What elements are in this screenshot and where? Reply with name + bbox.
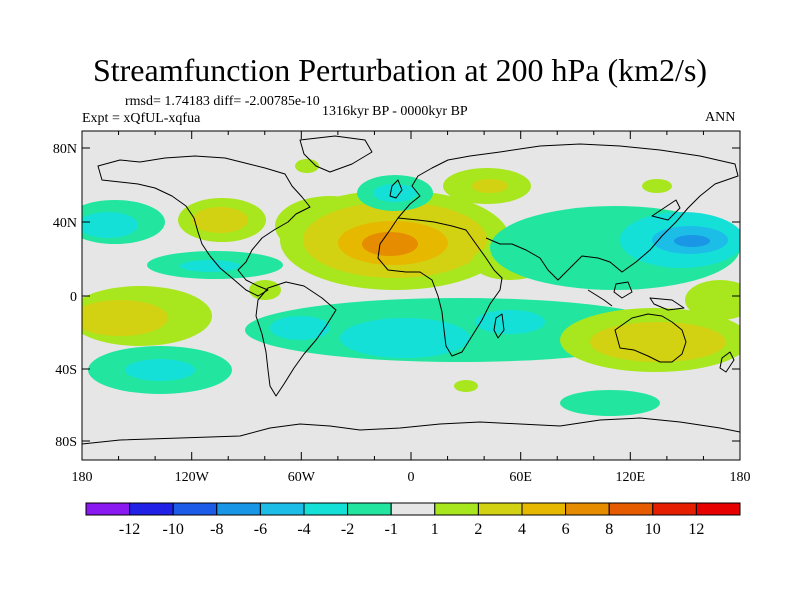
anomaly-south-indian-high bbox=[454, 380, 478, 392]
lon-label: 120W bbox=[175, 470, 210, 485]
new-guinea-coast bbox=[649, 297, 685, 311]
borneo-coast bbox=[613, 281, 633, 299]
anomaly-spac-high-core bbox=[82, 300, 168, 336]
lon-label: 60E bbox=[509, 470, 532, 485]
south-america-coast bbox=[255, 281, 337, 397]
colorbar-swatch bbox=[347, 502, 392, 516]
axis-ticks bbox=[81, 131, 741, 460]
colorbar-swatch bbox=[216, 502, 261, 516]
coastlines bbox=[82, 135, 740, 445]
lon-label: 60W bbox=[288, 470, 316, 485]
new-zealand-coast bbox=[719, 351, 735, 373]
colorbar-swatch bbox=[477, 502, 523, 516]
colorbar-label: -2 bbox=[341, 521, 354, 538]
africa-coast bbox=[377, 217, 503, 357]
japan-coast bbox=[651, 199, 681, 221]
madagascar-coast bbox=[493, 313, 505, 339]
lon-label: 180 bbox=[72, 470, 93, 485]
colorbar-label: 8 bbox=[605, 521, 613, 538]
plot-title: Streamfunction Perturbation at 200 hPa (… bbox=[92, 52, 708, 88]
lat-label: 80S bbox=[55, 435, 77, 450]
colorbar-label: -12 bbox=[119, 521, 140, 538]
north-america-coast bbox=[97, 155, 311, 297]
colorbar-swatch bbox=[652, 502, 697, 516]
anomaly-npac-low-6 bbox=[674, 235, 710, 247]
sumatra-coast bbox=[587, 289, 613, 307]
colorbar-label: -10 bbox=[163, 521, 184, 538]
colorbar-label: -1 bbox=[385, 521, 398, 538]
colorbar-swatch bbox=[303, 502, 349, 516]
colorbar-label: 12 bbox=[688, 521, 704, 538]
colorbar-swatch bbox=[172, 502, 218, 516]
colorbar-label: -8 bbox=[210, 521, 223, 538]
colorbar-swatch bbox=[85, 502, 131, 516]
colorbar-swatch bbox=[521, 502, 567, 516]
colorbar-swatch bbox=[259, 502, 305, 516]
lon-label: 0 bbox=[408, 470, 415, 485]
map-area bbox=[81, 130, 741, 461]
experiment-label: Expt = xQfUL-xqfua bbox=[82, 111, 201, 126]
anomaly-natl-low-core bbox=[373, 184, 417, 202]
britain-coast bbox=[389, 179, 403, 199]
anomaly-southern-ocean-low bbox=[560, 390, 660, 416]
colorbar-label: 2 bbox=[474, 521, 482, 538]
colorbar-label: -4 bbox=[297, 521, 310, 538]
anomaly-australia-high-2 bbox=[590, 322, 726, 362]
lon-label: 120E bbox=[616, 470, 646, 485]
anomaly-central-america bbox=[249, 280, 281, 300]
eurasia-coast bbox=[397, 143, 739, 281]
colorbar-swatch bbox=[565, 502, 610, 516]
anomaly-sio-low bbox=[475, 310, 545, 334]
anomaly-africa-high-6 bbox=[362, 232, 418, 256]
axis-labels: 80N 40N 0 40S 80S 180 120W 60W 0 60E 120E 180 bbox=[53, 142, 751, 485]
anomaly-europe-high-core bbox=[472, 179, 508, 193]
lat-label: 40S bbox=[55, 363, 77, 378]
colorbar-swatch bbox=[434, 502, 479, 516]
lon-label: 180 bbox=[730, 470, 751, 485]
lat-label: 40N bbox=[53, 216, 77, 231]
colorbar-swatch bbox=[695, 502, 741, 516]
colorbar-label: 10 bbox=[645, 521, 661, 538]
colorbar: -12 -10 -8 -6 -4 -2 -1 1 2 4 6 8 10 12 bbox=[85, 502, 741, 538]
greenland-coast bbox=[299, 135, 373, 173]
period-label: 1316kyr BP - 0000kyr BP bbox=[322, 104, 468, 119]
anomaly-field bbox=[82, 159, 740, 416]
lat-label: 80N bbox=[53, 142, 77, 157]
anomaly-spac-low-core bbox=[125, 359, 195, 381]
lat-label: 0 bbox=[70, 290, 77, 305]
colorbar-swatch bbox=[608, 502, 654, 516]
colorbar-label: 6 bbox=[562, 521, 570, 538]
stats-text: rmsd= 1.74183 diff= -2.00785e-10 bbox=[125, 94, 320, 109]
antarctica-coast bbox=[82, 417, 740, 445]
colorbar-swatch bbox=[390, 502, 436, 516]
colorbar-label: -6 bbox=[254, 521, 267, 538]
colorbar-label: 1 bbox=[431, 521, 439, 538]
anomaly-epac-low-core bbox=[82, 212, 138, 238]
anomaly-siberia bbox=[642, 179, 672, 193]
anomaly-pac-east-high bbox=[685, 280, 740, 320]
colorbar-swatch bbox=[129, 502, 174, 516]
anomaly-spam-low bbox=[270, 316, 330, 340]
season-label: ANN bbox=[705, 110, 736, 125]
colorbar-label: 4 bbox=[518, 521, 526, 538]
anomaly-trop-pac-low-core bbox=[180, 260, 240, 272]
australia-coast bbox=[614, 313, 687, 363]
anomaly-satl-low bbox=[340, 318, 470, 358]
anomaly-namerica-high-core bbox=[192, 207, 248, 233]
